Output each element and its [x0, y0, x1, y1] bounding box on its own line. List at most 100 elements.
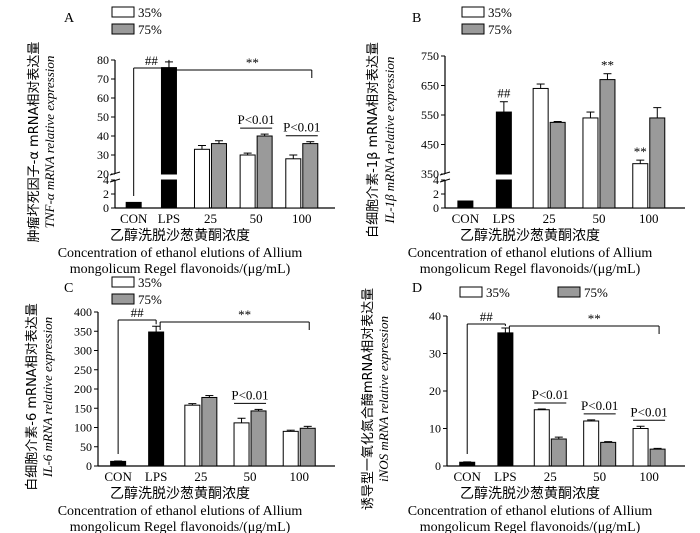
y-tick-label: 4 — [433, 173, 439, 187]
y-axis-label-en: IL-1β mRNA relative expression — [382, 57, 397, 225]
y-tick-label: 40 — [429, 309, 441, 323]
bar-100-35 — [285, 158, 302, 209]
x-axis-label-cn: 乙醇洗脱沙葱黄酮浓度 — [460, 485, 600, 502]
significance-label: ## — [145, 53, 159, 68]
y-tick-label: 250 — [74, 363, 92, 377]
bar-50-75 — [600, 441, 617, 467]
legend-label-35: 35% — [138, 5, 162, 20]
y-tick-label: 450 — [421, 138, 439, 152]
bar-100-75 — [649, 117, 666, 209]
legend-swatch-35 — [461, 6, 485, 18]
significance-label: ## — [131, 305, 145, 320]
bar-50-75 — [250, 410, 267, 467]
x-tick-label: 100 — [292, 211, 312, 226]
bar-50-35 — [239, 154, 256, 209]
p-value-label: P<0.01 — [581, 398, 618, 413]
y-tick-label: 2 — [433, 187, 439, 201]
x-tick-label: CON — [104, 469, 132, 484]
x-axis-label-en-line1: Concentration of ethanol elutions of All… — [58, 504, 303, 519]
legend-label-75: 75% — [138, 292, 162, 307]
y-tick-label: 100 — [74, 421, 92, 435]
x-axis-label-en-line1: Concentration of ethanol elutions of All… — [408, 246, 653, 261]
legend-swatch-35 — [111, 276, 135, 288]
x-tick-label: 50 — [592, 211, 605, 226]
legend-label-35: 35% — [488, 5, 512, 20]
legend-swatch-35 — [111, 6, 135, 18]
x-tick-label: 25 — [544, 469, 557, 484]
significance-label: ## — [480, 309, 494, 324]
y-tick-label: 0 — [433, 201, 439, 215]
y-tick-label: 30 — [97, 148, 109, 162]
bar-100-75 — [299, 427, 316, 467]
x-tick-label: 100 — [639, 211, 659, 226]
y-tick-label: 0 — [86, 459, 92, 473]
bar-50-35 — [233, 422, 250, 467]
x-axis-label-en-line1: Concentration of ethanol elutions of All… — [58, 246, 303, 261]
panel-label: B — [412, 11, 421, 26]
y-tick-label: 60 — [97, 91, 109, 105]
chart-panel-c: C 35% 75% 0 50 100 150 200 250 300 350 400 CON LPS 25 5… — [24, 275, 335, 533]
y-tick-label: 50 — [80, 440, 92, 454]
significance-label: ** — [246, 55, 259, 70]
bar-25-75 — [549, 121, 566, 209]
bar-con — [125, 201, 142, 209]
x-axis-label-en-line2: mongolicum Regel flavonoids/(μg/mL) — [420, 262, 641, 277]
legend-swatch-75 — [461, 23, 485, 35]
y-tick-label: 300 — [74, 344, 92, 358]
chart-panel-d: D 35% 75% 0 10 20 30 40 CON LPS 25 50 100 ## ** P<0.01 P… — [360, 281, 685, 533]
y-tick-label: 80 — [97, 53, 109, 67]
y-tick-label: 20 — [429, 384, 441, 398]
p-value-label: P<0.01 — [630, 404, 667, 419]
bar-100-35 — [632, 428, 649, 467]
bar-25-35 — [184, 404, 201, 467]
p-value-label: P<0.01 — [231, 387, 268, 402]
bar-lps — [160, 67, 177, 209]
y-tick-label: 550 — [421, 108, 439, 122]
x-axis-label-en-line2: mongolicum Regel flavonoids/(μg/mL) — [70, 262, 291, 277]
x-tick-label: CON — [453, 469, 481, 484]
bar-lps — [497, 332, 514, 467]
y-tick-label: 40 — [97, 129, 109, 143]
x-tick-label: 50 — [250, 211, 263, 226]
y-tick-label: 150 — [74, 401, 92, 415]
bar-50-75 — [256, 135, 273, 209]
y-tick-label: 50 — [97, 110, 109, 124]
bar-con — [459, 461, 476, 467]
legend-swatch-35 — [459, 286, 483, 298]
legend-swatch-75 — [111, 23, 135, 35]
x-tick-label: LPS — [145, 469, 167, 484]
bar-50-35 — [582, 117, 599, 209]
x-tick-label: 25 — [204, 211, 217, 226]
y-axis-label-en: IL-6 mRNA relative expression — [40, 317, 55, 478]
p-value-label: P<0.01 — [237, 112, 274, 127]
legend-swatch-75 — [111, 293, 135, 305]
y-tick-label: 2 — [103, 187, 109, 201]
bar-100-35 — [632, 163, 649, 209]
y-tick-label: 0 — [435, 459, 441, 473]
bar-50-35 — [583, 420, 600, 467]
x-axis-label-cn: 乙醇洗脱沙葱黄酮浓度 — [460, 227, 600, 244]
significance-label: ** — [601, 58, 614, 73]
x-axis-label-cn: 乙醇洗脱沙葱黄酮浓度 — [110, 485, 250, 502]
y-tick-label: 200 — [74, 382, 92, 396]
y-tick-label: 400 — [74, 305, 92, 319]
x-tick-label: 50 — [244, 469, 257, 484]
y-axis-label-cn: 肿瘤坏死因子-α mRNA相对表达量 — [26, 42, 42, 243]
y-tick-label: 350 — [421, 167, 439, 181]
x-tick-label: 100 — [639, 469, 659, 484]
bar-con — [457, 200, 474, 209]
x-axis-label-en-line2: mongolicum Regel flavonoids/(μg/mL) — [420, 520, 641, 533]
x-axis-label-en-line1: Concentration of ethanol elutions of All… — [408, 504, 653, 519]
x-tick-label: LPS — [493, 211, 515, 226]
y-tick-label: 70 — [97, 72, 109, 86]
significance-label: ** — [238, 307, 251, 322]
bar-25-35 — [532, 87, 549, 209]
bar-25-75 — [201, 396, 218, 467]
bar-25-75 — [550, 438, 567, 467]
bar-lps — [148, 331, 165, 467]
y-axis-label-cn: 白细胞介素-1β mRNA相对表达量 — [365, 42, 381, 238]
panel-label: D — [412, 281, 422, 296]
